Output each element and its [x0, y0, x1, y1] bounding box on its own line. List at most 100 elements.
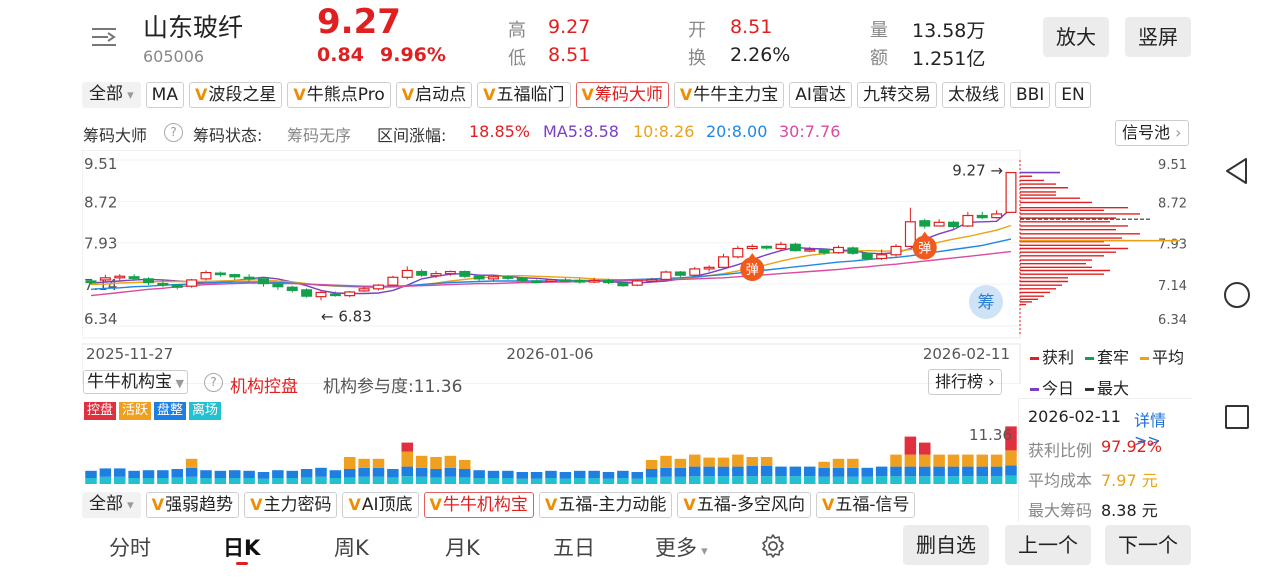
sub-bar-盘整: [157, 470, 169, 478]
sub-bar-盘整: [732, 466, 744, 477]
indicator-tab-0[interactable]: 全部 ▾: [82, 82, 141, 108]
indicator-tab-12[interactable]: EN: [1055, 82, 1091, 108]
candle-body: [344, 291, 356, 297]
indicator-tab-2[interactable]: V波段之星: [188, 82, 283, 108]
indicator-tab-1[interactable]: MA: [145, 82, 184, 108]
sub-tab-4[interactable]: V牛牛机构宝: [423, 492, 534, 518]
signal-badge: [740, 257, 765, 282]
sub-tab-0[interactable]: 全部 ▾: [82, 492, 141, 518]
bottom-nav-5[interactable]: 更多 ▾: [655, 536, 708, 560]
v-badge-icon: V: [483, 85, 496, 104]
right-y-tick-label: 8.72: [1158, 196, 1187, 211]
sub-bar-盘整: [286, 470, 298, 478]
candle-body: [746, 245, 758, 250]
participation-value: 机构参与度:11.36: [323, 377, 463, 397]
sub-tab-5[interactable]: V五福-主力动能: [538, 492, 673, 518]
sub-bar-离场: [947, 476, 960, 484]
indicator-tab-8[interactable]: AI雷达: [789, 82, 852, 108]
sub-bar-盘整: [229, 470, 241, 478]
candle-body: [674, 271, 686, 276]
volume-label: 量: [870, 20, 888, 41]
sub-tab-6[interactable]: V五福-多空风向: [677, 492, 811, 518]
signal-pool-button[interactable]: 信号池 ›: [1115, 120, 1189, 146]
indicator-tab-3[interactable]: V牛熊点Pro: [287, 82, 391, 108]
candle-body: [919, 220, 931, 227]
ranking-button[interactable]: 排行榜 ›: [928, 369, 1002, 395]
sub-bar-离场: [875, 476, 888, 484]
indicator-tab-5[interactable]: V五福临门: [477, 82, 571, 108]
candle-body: [660, 271, 672, 280]
sub-bar-离场: [804, 476, 816, 484]
zoom-button[interactable]: 放大: [1043, 17, 1109, 57]
sub-bar-离场: [99, 476, 112, 484]
signal-tag: 弹: [918, 242, 931, 257]
sub-bar-活跃: [401, 451, 413, 467]
bottom-nav-3[interactable]: 月K: [445, 536, 480, 560]
sub-bar-活跃: [344, 457, 356, 469]
sub-bar-活跃: [760, 457, 773, 466]
caret-down-icon: ▾: [123, 88, 134, 103]
indicator-tab-11[interactable]: BBI: [1009, 82, 1051, 108]
sub-bar-盘整: [890, 466, 902, 477]
gear-icon[interactable]: [760, 533, 786, 559]
indicator-tab-4[interactable]: V启动点: [395, 82, 473, 108]
bottom-nav-1[interactable]: 日K: [223, 532, 260, 565]
candle-body: [243, 276, 255, 280]
indicator-tab-9[interactable]: 九转交易: [856, 82, 937, 108]
sub-help-icon[interactable]: ?: [204, 373, 223, 392]
sub-bar-盘整: [487, 470, 500, 478]
chevron-right-icon: ›: [1170, 123, 1182, 142]
high-marker: 9.27 →: [952, 162, 1003, 180]
delete-favorite-button[interactable]: 删自选: [903, 525, 989, 565]
ranking-label: 排行榜: [935, 372, 984, 391]
bottom-nav-0[interactable]: 分时: [109, 536, 151, 560]
indicator-tab-7[interactable]: V牛牛主力宝: [673, 82, 785, 108]
sub-tab-3[interactable]: VAI顶底: [342, 492, 419, 518]
portrait-button[interactable]: 竖屏: [1125, 17, 1191, 57]
previous-button[interactable]: 上一个: [1005, 525, 1091, 565]
back-triangle-icon[interactable]: [1222, 156, 1252, 190]
candle-body: [444, 270, 456, 275]
candle-body: [833, 246, 844, 254]
sub-bar-活跃: [415, 455, 428, 468]
indicator-tab-label: 太极线: [947, 85, 999, 105]
sub-bar-活跃: [832, 458, 845, 468]
sub-indicator-selector[interactable]: 牛牛机构宝 ▼: [83, 370, 188, 394]
low-marker: ← 6.83: [321, 307, 372, 325]
sub-bar-盘整: [818, 467, 830, 477]
home-circle-icon[interactable]: [1222, 280, 1252, 314]
sub-bar-活跃: [847, 458, 859, 468]
help-icon[interactable]: ?: [164, 123, 183, 142]
chip-details-link[interactable]: 详情>>: [1134, 411, 1167, 450]
indicator-tab-6[interactable]: V筹码大师: [575, 82, 669, 108]
sub-bar-离场: [703, 476, 715, 484]
bottom-nav-4[interactable]: 五日: [553, 536, 595, 560]
recents-square-icon[interactable]: [1223, 403, 1251, 435]
sub-tab-label: 强弱趋势: [165, 495, 234, 515]
sub-bar-盘整: [99, 468, 112, 477]
sub-tab-7[interactable]: V五福-信号: [815, 492, 916, 518]
sub-bar-离场: [832, 476, 845, 484]
institution-bar-chart[interactable]: 11.36: [82, 420, 1018, 488]
sub-bar-离场: [660, 476, 672, 484]
next-button[interactable]: 下一个: [1105, 525, 1191, 565]
sub-bar-离场: [257, 478, 270, 484]
sub-tab-1[interactable]: V强弱趋势: [145, 492, 240, 518]
candle-body: [761, 245, 773, 249]
sub-bar-离场: [85, 478, 97, 484]
sub-bar-盘整: [516, 472, 528, 479]
sub-bar-活跃: [962, 454, 974, 467]
sub-bar-盘整: [847, 467, 859, 477]
bottom-nav-2[interactable]: 周K: [334, 536, 369, 560]
candle-body: [401, 269, 413, 278]
sub-bar-离场: [502, 478, 514, 484]
candle-body: [876, 254, 888, 260]
kline-chart[interactable]: 9.51 9.518.72 8.727.93 7.937.14 7.146.34 6.34…: [82, 150, 1192, 384]
indicator-tab-10[interactable]: 太极线: [941, 82, 1005, 108]
sub-tab-2[interactable]: V主力密码: [244, 492, 338, 518]
menu-icon[interactable]: [90, 26, 118, 48]
chevron-right-icon: ›: [983, 372, 995, 391]
range-gain-label: 区间涨幅:: [377, 126, 447, 145]
sub-bar-盘整: [574, 470, 586, 478]
sub-legend-item: 控盘: [84, 402, 117, 420]
